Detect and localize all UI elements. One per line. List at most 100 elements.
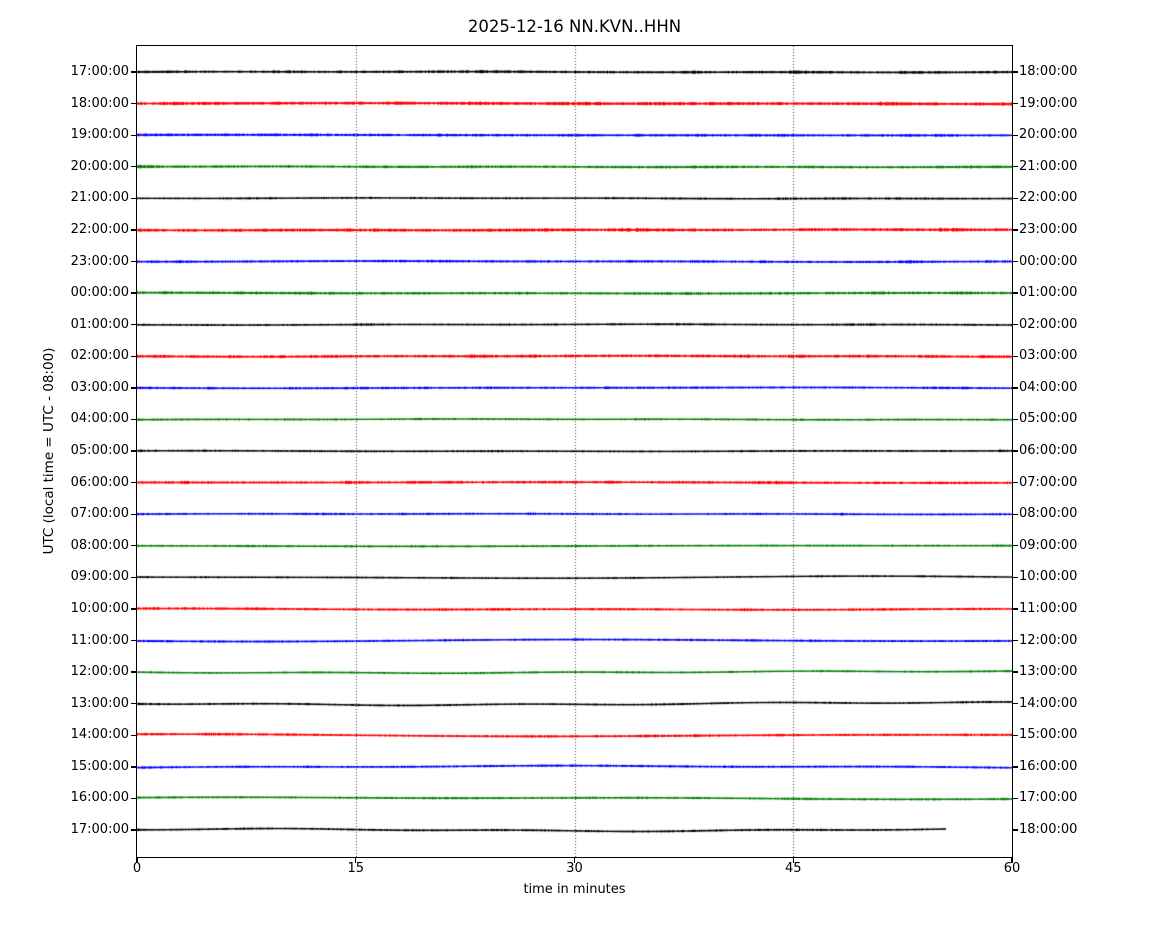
local-time-label: 23:00:00 [1019, 221, 1078, 237]
local-time-label: 07:00:00 [1019, 474, 1078, 490]
local-time-label: 19:00:00 [1019, 95, 1078, 111]
y-tick-left [131, 829, 136, 831]
y-tick-right [1013, 703, 1018, 705]
local-time-label: 04:00:00 [1019, 379, 1078, 395]
utc-time-label: 16:00:00 [70, 790, 129, 806]
utc-time-label: 02:00:00 [70, 348, 129, 364]
utc-time-label: 12:00:00 [70, 664, 129, 680]
utc-time-label: 03:00:00 [70, 379, 129, 395]
utc-time-label: 11:00:00 [70, 632, 129, 648]
local-time-label: 05:00:00 [1019, 411, 1078, 427]
x-tick [355, 858, 357, 863]
y-tick-right [1013, 71, 1018, 73]
y-tick-left [131, 703, 136, 705]
y-tick-left [131, 134, 136, 136]
local-time-label: 13:00:00 [1019, 664, 1078, 680]
local-time-label: 02:00:00 [1019, 316, 1078, 332]
utc-time-label: 18:00:00 [70, 95, 129, 111]
x-tick-label: 0 [132, 861, 142, 876]
y-tick-left [131, 355, 136, 357]
x-tick [573, 858, 576, 863]
utc-time-label: 20:00:00 [70, 158, 129, 174]
x-tick-label: 15 [347, 861, 365, 876]
y-tick-left [131, 229, 136, 231]
utc-time-label: 14:00:00 [70, 727, 129, 743]
local-time-label: 01:00:00 [1019, 285, 1078, 301]
utc-time-label: 17:00:00 [70, 64, 129, 79]
y-tick-right [1013, 450, 1018, 452]
local-time-label: 06:00:00 [1019, 443, 1078, 458]
y-tick-right [1013, 671, 1018, 673]
y-tick-right [1013, 355, 1018, 357]
y-tick-left [131, 450, 136, 452]
x-tick [1011, 858, 1013, 863]
x-tick [136, 858, 138, 863]
y-tick-right [1013, 197, 1018, 200]
y-tick-right [1013, 134, 1018, 136]
utc-time-label: 05:00:00 [70, 443, 129, 458]
figure-title: 2025-12-16 NN.KVN..HHN [467, 17, 682, 36]
y-tick-right [1013, 102, 1018, 105]
y-tick-right [1013, 260, 1018, 263]
local-time-label: 08:00:00 [1019, 506, 1078, 522]
local-time-label: 09:00:00 [1019, 537, 1078, 553]
y-tick-right [1013, 292, 1018, 294]
local-time-label: 18:00:00 [1019, 64, 1078, 79]
utc-time-label: 06:00:00 [70, 474, 129, 490]
y-tick-left [131, 734, 136, 736]
utc-time-label: 15:00:00 [70, 758, 129, 774]
local-time-label: 15:00:00 [1019, 727, 1078, 743]
y-tick-right [1013, 166, 1018, 168]
y-tick-right [1013, 639, 1018, 642]
y-tick-left [131, 766, 136, 768]
y-tick-right [1013, 481, 1018, 484]
y-tick-right [1013, 829, 1018, 831]
y-tick-right [1013, 734, 1018, 736]
y-tick-left [131, 671, 136, 673]
y-tick-right [1013, 766, 1018, 768]
x-axis-label: time in minutes [523, 882, 626, 897]
utc-time-label: 07:00:00 [70, 506, 129, 522]
x-tick-label: 60 [1003, 861, 1021, 876]
local-time-label: 10:00:00 [1019, 569, 1078, 585]
y-tick-right [1013, 418, 1018, 421]
y-tick-right [1013, 576, 1018, 579]
utc-time-label: 23:00:00 [70, 253, 129, 269]
y-tick-right [1013, 324, 1018, 326]
local-time-label: 22:00:00 [1019, 190, 1078, 206]
y-tick-right [1013, 387, 1018, 389]
y-tick-left [131, 387, 136, 389]
local-time-label: 14:00:00 [1019, 695, 1078, 711]
utc-time-label: 00:00:00 [70, 285, 129, 301]
y-tick-left [131, 545, 136, 547]
utc-time-label: 19:00:00 [70, 127, 129, 143]
local-time-label: 12:00:00 [1019, 632, 1078, 648]
y-tick-right [1013, 513, 1018, 515]
local-time-label: 16:00:00 [1019, 758, 1078, 774]
y-tick-left [131, 166, 136, 168]
utc-time-label: 13:00:00 [70, 695, 129, 711]
local-time-label: 03:00:00 [1019, 348, 1078, 364]
utc-time-label: 04:00:00 [70, 411, 129, 427]
y-tick-left [131, 292, 136, 294]
y-tick-right [1013, 229, 1018, 231]
x-tick-label: 30 [566, 861, 583, 876]
y-tick-left [131, 639, 136, 642]
y-tick-right [1013, 797, 1018, 800]
utc-time-label: 08:00:00 [70, 537, 129, 553]
x-tick-label: 45 [784, 861, 802, 876]
x-tick [792, 858, 794, 863]
local-time-label: 17:00:00 [1019, 790, 1078, 806]
y-tick-left [131, 324, 136, 326]
utc-time-label: 17:00:00 [70, 822, 129, 837]
y-tick-left [131, 418, 136, 421]
local-time-label: 11:00:00 [1019, 600, 1078, 616]
local-time-label: 00:00:00 [1019, 253, 1078, 269]
y-tick-right [1013, 545, 1018, 547]
y-tick-left [131, 102, 136, 105]
y-tick-left [131, 513, 136, 515]
y-tick-left [131, 576, 136, 579]
y-tick-right [1013, 608, 1018, 610]
local-time-label: 21:00:00 [1019, 158, 1078, 174]
